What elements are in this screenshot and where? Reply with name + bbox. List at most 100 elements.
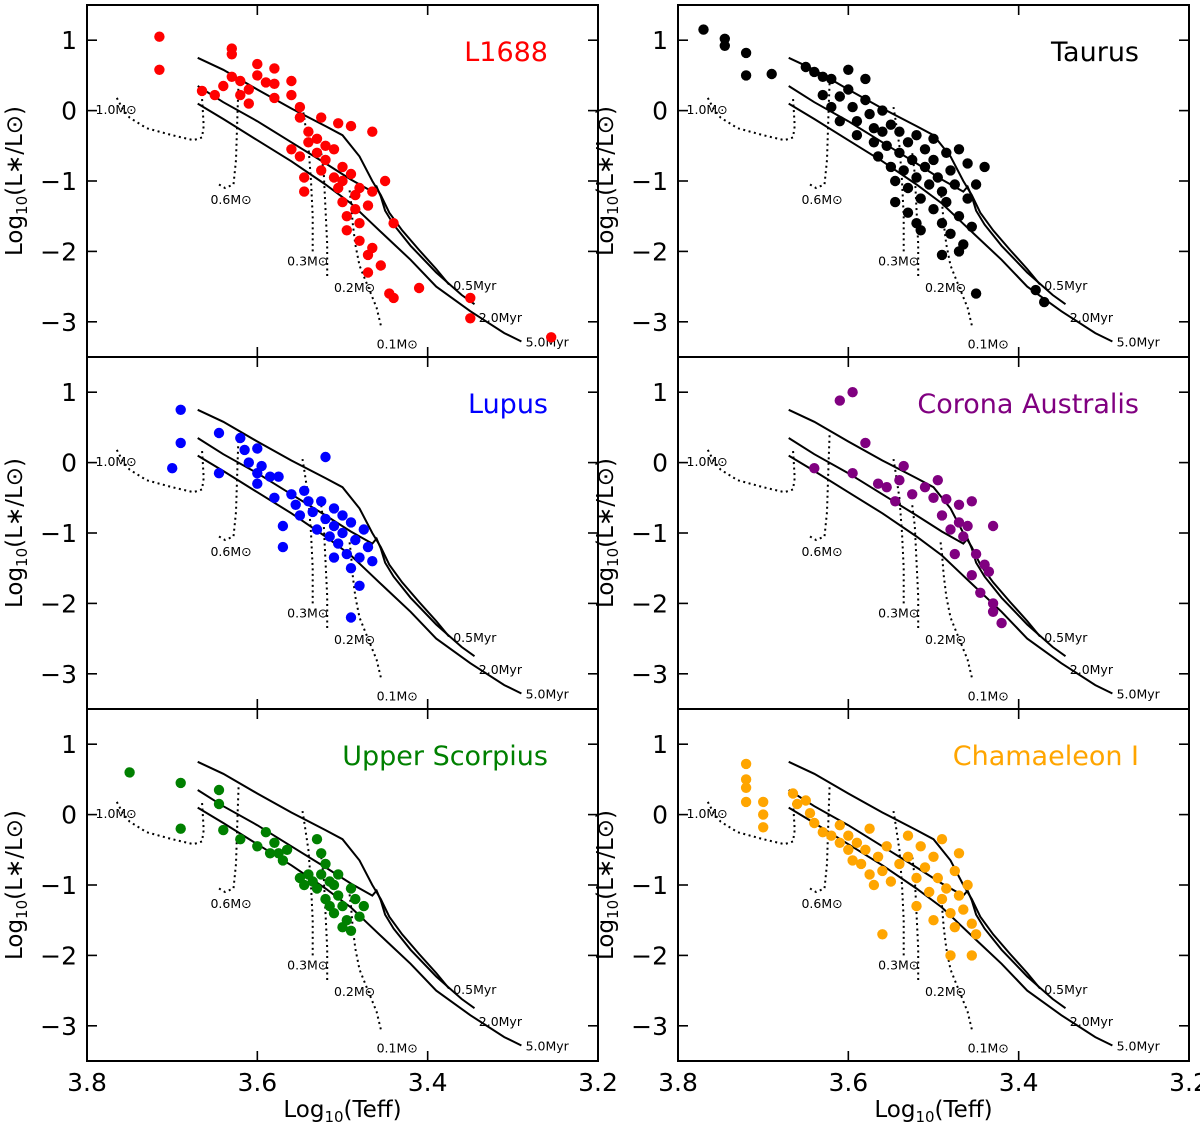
data-point [958,531,969,542]
data-point [243,84,254,95]
data-point [367,186,378,197]
data-point [868,879,880,891]
mass-track [301,458,314,604]
isochrone-label: 0.5Myr [453,630,497,645]
data-point [945,908,956,919]
mass-track-label: 0.2M⊙ [334,280,375,295]
isochrone-label: 2.0Myr [1070,1014,1114,1029]
y-axis-label: Log10(L∗/L⊙) [593,810,622,960]
data-point [919,862,931,873]
data-point [834,116,845,127]
panel-chamaeleon-i: 1 0 −1 −2 −3 Log10(L∗/L⊙) 3.8 3.6 3.4 3.2 Log10(Te… [593,708,1200,1126]
data-point [758,796,769,808]
data-point [341,211,352,222]
x-axis-label: Log10(Teff) [874,1097,992,1126]
data-point [928,154,939,166]
data-point [834,837,845,848]
data-point [337,161,348,173]
y-tick-label: 1 [61,378,77,407]
data-point [826,101,837,113]
y-tick-label: 1 [652,26,668,55]
data-point [260,77,272,88]
y-tick-label: 0 [652,97,668,126]
data-point [260,827,272,838]
mass-track [115,801,205,846]
data-point [350,893,361,905]
panel-title: L1688 [464,37,548,68]
data-point [341,548,352,560]
data-point [902,851,914,862]
data-point [213,468,225,479]
data-point [809,817,820,829]
data-point [970,179,982,190]
isochrone-5.0Myr [197,102,522,343]
data-point [890,175,901,187]
data-point [226,71,237,83]
y-tick-label: −3 [40,308,77,337]
data-point [966,496,977,507]
data-point [333,890,344,901]
data-point [345,517,357,528]
data-point [911,130,922,141]
isochrone-0.5Myr [788,56,1041,286]
y-tick-label: 0 [61,801,77,830]
data-point [809,66,820,78]
data-point [375,260,386,271]
isochrone-0.5Myr [197,56,450,286]
data-point [966,950,977,961]
isochrone-label: 5.0Myr [1117,334,1161,349]
isochrone-5.0Myr [197,454,522,695]
data-point [958,904,969,915]
data-point [320,140,331,151]
data-point [851,130,863,141]
mass-track [911,504,920,628]
data-point [175,437,186,449]
data-point [154,31,165,42]
data-point [294,101,306,113]
y-tick-label: −2 [631,237,668,266]
data-point [350,534,361,546]
data-point [209,89,220,101]
data-point [911,900,922,912]
data-point [719,33,730,44]
data-point [235,89,246,101]
data-point [277,855,289,866]
data-point [213,784,225,796]
y-tick-label: 1 [61,26,77,55]
data-point [740,774,752,785]
y-tick-label: −1 [631,519,668,548]
data-point [936,893,948,905]
data-point [817,89,828,101]
data-point [328,520,340,532]
x-tick-label: 3.4 [999,1068,1039,1097]
data-point [235,432,246,444]
data-point [907,489,918,500]
data-point [966,221,977,232]
y-tick-label: −1 [40,871,77,900]
data-point [928,851,939,862]
data-point [299,485,310,496]
mass-track-label: 0.6M⊙ [210,192,251,207]
data-point [800,795,811,806]
y-axis-label: Log10(L∗/L⊙) [2,106,31,256]
isochrone-5.0Myr [197,806,522,1047]
data-point [299,172,310,183]
data-point [299,186,310,197]
mass-track-label: 1.0M⊙ [687,454,728,469]
mass-track [706,801,796,846]
data-point [175,823,186,834]
mass-track-label: 1.0M⊙ [687,102,728,117]
data-point [311,834,323,845]
mass-track [218,786,240,894]
data-point [949,865,960,877]
data-point [941,147,952,158]
data-point [303,126,314,137]
data-point [167,463,178,474]
data-point [855,858,867,870]
data-point [987,606,999,617]
data-point [328,503,340,514]
data-point [945,950,956,961]
mass-track-label: 0.6M⊙ [801,896,842,911]
data-point [388,218,399,229]
data-point [890,196,901,208]
